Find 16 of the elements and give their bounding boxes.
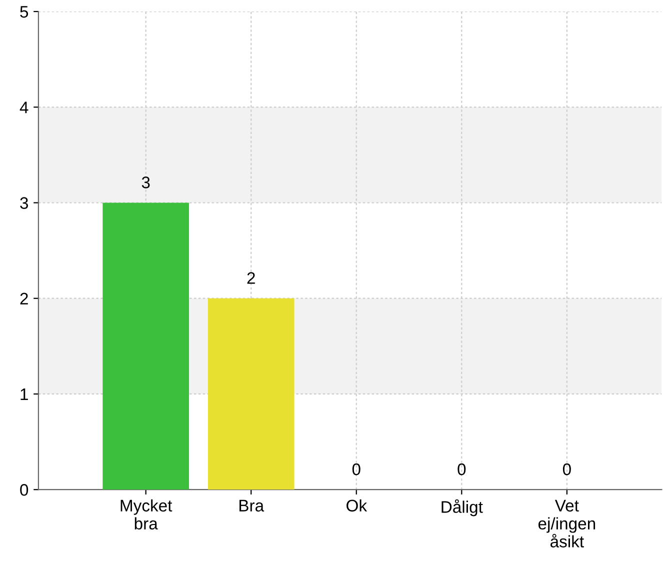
y-tick-label: 0 [20, 484, 28, 496]
y-tick-label: 2 [20, 292, 28, 304]
data-label: 0 [458, 463, 466, 476]
x-tick-label: Dåligt [442, 499, 483, 516]
y-tick-label: 1 [20, 388, 28, 400]
x-tick-label: Mycket bra [120, 499, 172, 530]
y-tick-label: 3 [20, 197, 28, 209]
data-label: 0 [562, 463, 571, 476]
data-label: 2 [247, 272, 255, 284]
y-tick-label: 4 [20, 102, 28, 114]
data-label: 0 [352, 463, 360, 476]
x-tick-label: Vet ej/ingen åsikt [538, 500, 596, 548]
x-tick-label: Ok [346, 499, 368, 512]
x-tick-label: Bra [240, 500, 264, 512]
y-tick-label: 5 [20, 6, 28, 18]
data-label: 3 [142, 176, 150, 188]
